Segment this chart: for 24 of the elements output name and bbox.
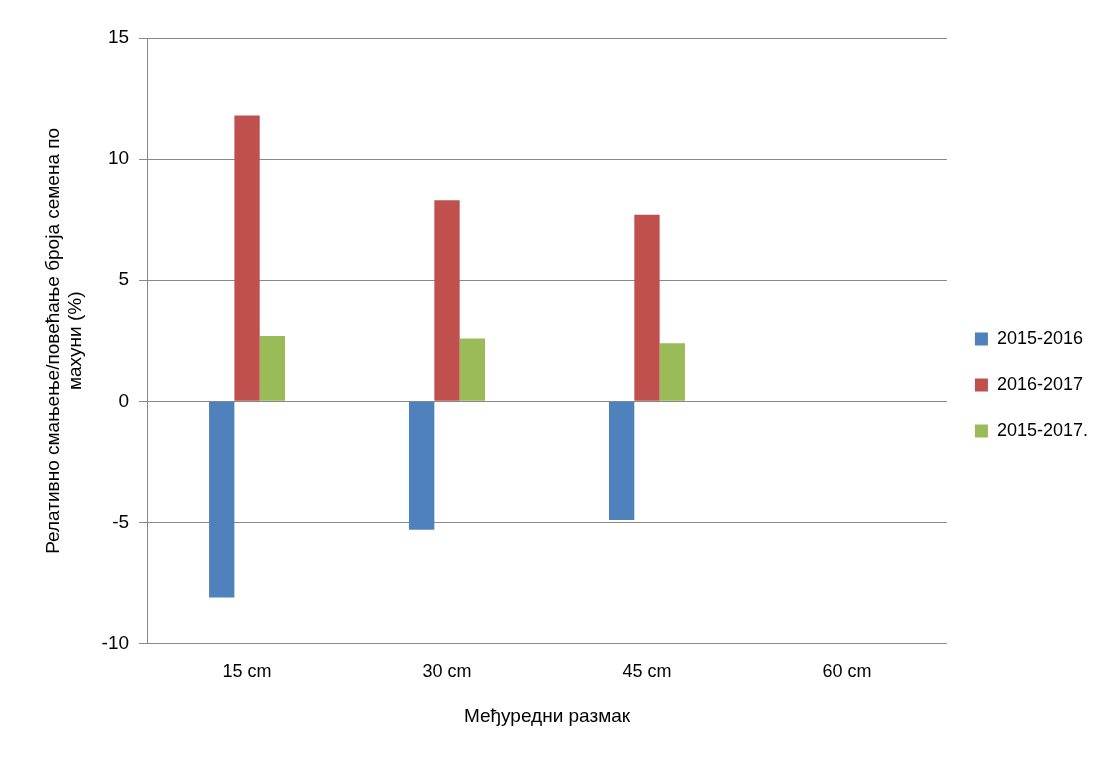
y-tick-label: -10 [101, 631, 130, 653]
bar [234, 115, 260, 401]
bar [409, 401, 435, 530]
bar [634, 214, 660, 401]
bar [608, 401, 635, 521]
bar [259, 335, 286, 401]
y-tick-label: 10 [107, 147, 130, 169]
x-tick-label: 45 cm [622, 661, 672, 682]
y-axis-title: Релативно смањење/повећање броја семена по махуни (%) [41, 127, 86, 554]
y-tick-label: 15 [107, 26, 130, 48]
y-tick-label: 5 [118, 268, 130, 290]
legend-label: 2015-2017. [996, 419, 1089, 440]
legend-label: 2015-2016 [996, 327, 1084, 348]
bar [434, 200, 460, 401]
x-axis-title: Међуредни размак [463, 704, 631, 726]
bar [659, 343, 685, 401]
y-tick-label: -5 [112, 510, 130, 532]
bar [209, 401, 235, 598]
legend-label: 2016-2017 [996, 373, 1084, 394]
x-tick-label: 30 cm [422, 661, 472, 682]
x-tick-label: 15 cm [222, 661, 272, 682]
x-tick-label: 60 cm [822, 661, 872, 682]
y-tick-label: 0 [118, 389, 130, 411]
bar [459, 338, 485, 401]
